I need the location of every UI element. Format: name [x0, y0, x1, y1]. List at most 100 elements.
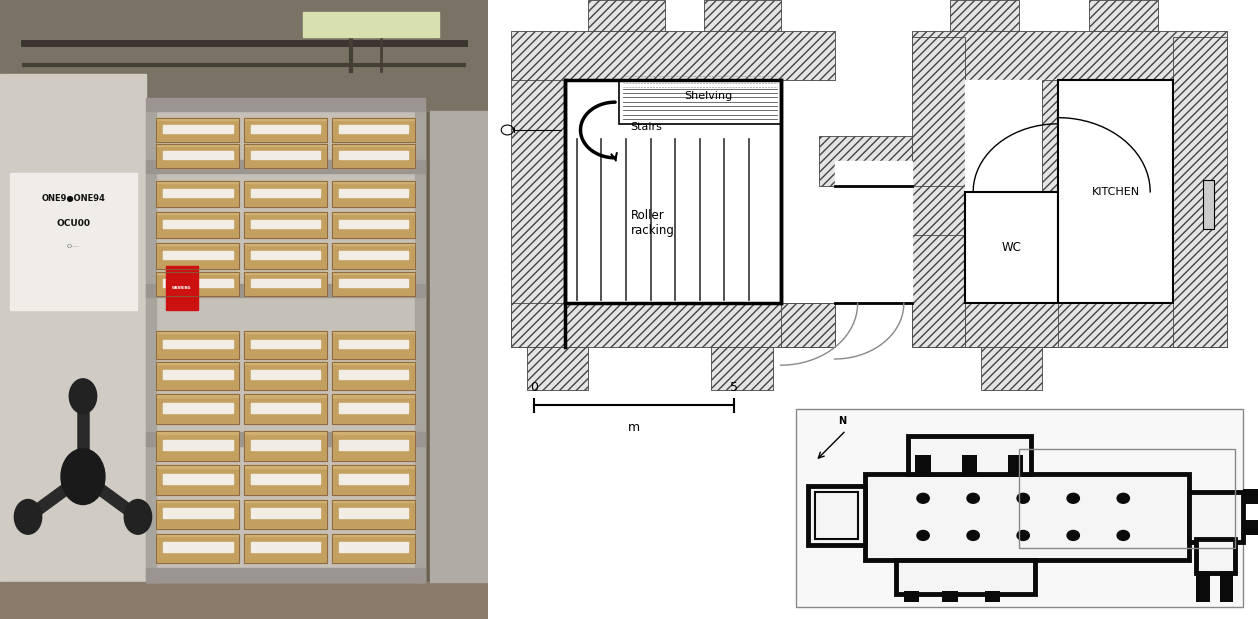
Bar: [903, 591, 920, 602]
Bar: [332, 181, 415, 207]
Bar: [244, 118, 327, 120]
Bar: [332, 534, 415, 563]
Bar: [1196, 571, 1210, 602]
Bar: [338, 151, 409, 159]
Bar: [162, 370, 233, 379]
Circle shape: [1016, 530, 1029, 540]
Bar: [162, 279, 233, 287]
Bar: [244, 331, 327, 359]
Bar: [156, 212, 239, 238]
Bar: [619, 80, 781, 124]
Bar: [250, 189, 321, 197]
Bar: [332, 272, 415, 274]
Bar: [244, 144, 327, 146]
Circle shape: [1067, 493, 1079, 503]
Bar: [338, 403, 409, 413]
Circle shape: [1117, 530, 1130, 540]
Bar: [338, 251, 409, 259]
Text: WC: WC: [1001, 241, 1021, 254]
Bar: [146, 160, 425, 173]
Bar: [332, 331, 415, 359]
Bar: [156, 394, 239, 397]
Text: N: N: [838, 417, 847, 426]
Text: ONE9●ONE94: ONE9●ONE94: [42, 194, 106, 203]
Bar: [796, 409, 1243, 607]
Bar: [250, 403, 321, 413]
Bar: [338, 440, 409, 450]
Bar: [162, 542, 233, 552]
Text: Roller
racking: Roller racking: [630, 209, 674, 237]
Bar: [711, 347, 772, 390]
Bar: [1088, 0, 1157, 31]
Bar: [156, 243, 239, 269]
Bar: [244, 534, 327, 563]
Bar: [912, 31, 1228, 80]
Bar: [156, 465, 239, 495]
Bar: [156, 394, 239, 424]
Bar: [156, 181, 239, 207]
Bar: [244, 243, 327, 269]
Bar: [332, 212, 415, 214]
Bar: [156, 500, 239, 502]
Bar: [156, 272, 239, 296]
Bar: [244, 465, 327, 468]
Bar: [1043, 80, 1066, 272]
Bar: [1008, 455, 1023, 474]
Bar: [815, 492, 858, 539]
Bar: [332, 465, 415, 495]
Bar: [332, 144, 415, 168]
Bar: [156, 362, 239, 390]
Text: 0: 0: [531, 381, 538, 394]
Bar: [332, 534, 415, 563]
Bar: [146, 568, 425, 582]
Bar: [244, 118, 327, 142]
Bar: [338, 125, 409, 133]
Bar: [162, 151, 233, 159]
Bar: [244, 272, 327, 274]
Circle shape: [125, 500, 152, 534]
Bar: [244, 362, 327, 365]
Bar: [244, 118, 327, 142]
Bar: [162, 403, 233, 413]
Bar: [244, 431, 327, 461]
Text: Shelving: Shelving: [684, 91, 732, 101]
Circle shape: [14, 500, 42, 534]
Bar: [156, 212, 239, 238]
Bar: [338, 339, 409, 348]
Bar: [146, 284, 425, 297]
Bar: [808, 486, 866, 545]
Bar: [332, 212, 415, 238]
Bar: [244, 394, 327, 424]
Bar: [985, 591, 1000, 602]
Bar: [244, 500, 327, 502]
Bar: [866, 474, 1189, 560]
Bar: [332, 331, 415, 334]
Bar: [162, 508, 233, 518]
Bar: [156, 362, 239, 365]
Bar: [156, 272, 239, 296]
Bar: [146, 98, 425, 111]
Bar: [244, 534, 327, 563]
Bar: [332, 118, 415, 120]
Bar: [250, 474, 321, 484]
Bar: [244, 181, 327, 207]
Circle shape: [1016, 493, 1029, 503]
Bar: [332, 243, 415, 269]
Bar: [332, 534, 415, 536]
Bar: [162, 339, 233, 348]
Bar: [162, 220, 233, 228]
Bar: [156, 534, 239, 536]
Bar: [950, 0, 1019, 31]
Bar: [250, 220, 321, 228]
Circle shape: [917, 530, 930, 540]
Bar: [156, 118, 239, 120]
Bar: [303, 12, 439, 37]
Bar: [965, 303, 1058, 347]
Bar: [338, 220, 409, 228]
Bar: [156, 362, 239, 390]
Bar: [332, 272, 415, 296]
Bar: [156, 331, 239, 359]
Bar: [332, 431, 415, 461]
Bar: [589, 0, 665, 31]
Bar: [244, 212, 327, 238]
